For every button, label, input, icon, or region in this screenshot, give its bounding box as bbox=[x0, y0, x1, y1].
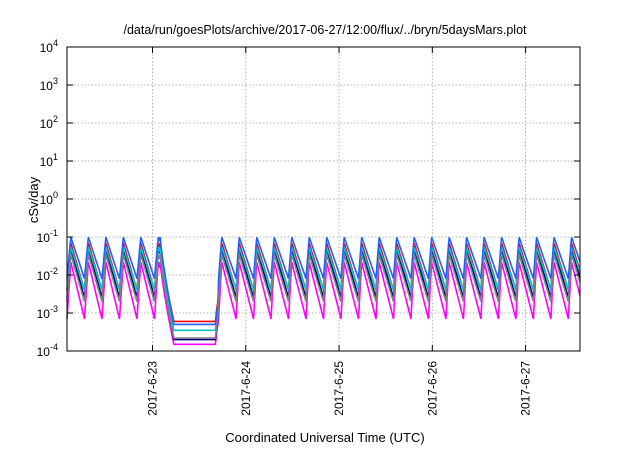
y-tick-exponent: 3 bbox=[53, 76, 58, 86]
x-tick-label: 2017-6-24 bbox=[239, 361, 253, 416]
y-tick-exponent: -4 bbox=[50, 342, 58, 352]
chart-title: /data/run/goesPlots/archive/2017-06-27/1… bbox=[123, 23, 527, 37]
y-tick-label: 10-1 bbox=[37, 228, 58, 245]
y-tick-label: 103 bbox=[40, 76, 58, 93]
y-tick-label: 102 bbox=[40, 114, 58, 131]
y-tick-label: 104 bbox=[40, 38, 58, 55]
y-tick-exponent: 0 bbox=[53, 190, 58, 200]
x-axis-title: Coordinated Universal Time (UTC) bbox=[225, 430, 424, 445]
plot-frame bbox=[66, 46, 581, 352]
x-tick-label: 2017-6-23 bbox=[146, 361, 160, 416]
y-tick-exponent: 4 bbox=[53, 38, 58, 48]
x-tick-label: 2017-6-27 bbox=[519, 361, 533, 416]
y-tick-base: 10 bbox=[37, 345, 51, 359]
y-tick-base: 10 bbox=[40, 41, 54, 55]
y-tick-label: 10-3 bbox=[37, 304, 58, 321]
y-tick-base: 10 bbox=[37, 231, 51, 245]
series-group bbox=[66, 236, 581, 346]
y-tick-label: 10-4 bbox=[37, 342, 58, 359]
y-tick-base: 10 bbox=[40, 79, 54, 93]
series-line bbox=[66, 236, 581, 326]
y-tick-base: 10 bbox=[40, 193, 54, 207]
y-tick-exponent: 2 bbox=[53, 114, 58, 124]
series-line bbox=[66, 261, 581, 346]
y-tick-base: 10 bbox=[37, 307, 51, 321]
y-tick-label: 100 bbox=[40, 190, 58, 207]
y-tick-exponent: 1 bbox=[53, 152, 58, 162]
x-tick-label: 2017-6-26 bbox=[425, 361, 439, 416]
y-tick-label: 10-2 bbox=[37, 266, 58, 283]
y-tick-base: 10 bbox=[37, 269, 51, 283]
axes: 2017-6-23 2017-6-24 2017-6-25 2017-6-26 2017… bbox=[37, 38, 581, 416]
y-tick-exponent: -2 bbox=[50, 266, 58, 276]
y-axis-title: cSv/day bbox=[26, 176, 41, 223]
series-line bbox=[66, 254, 581, 339]
y-tick-base: 10 bbox=[40, 117, 54, 131]
y-tick-label: 101 bbox=[40, 152, 58, 169]
y-tick-exponent: -3 bbox=[50, 304, 58, 314]
y-tick-exponent: -1 bbox=[50, 228, 58, 238]
x-tick-label: 2017-6-25 bbox=[332, 361, 346, 416]
y-tick-base: 10 bbox=[40, 155, 54, 169]
